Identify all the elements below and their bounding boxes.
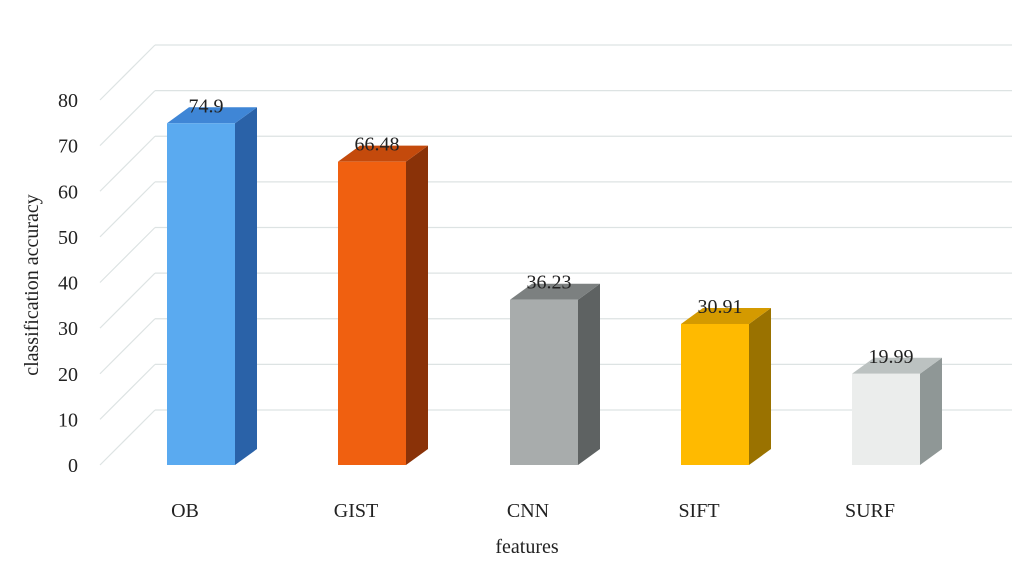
- data-label: 19.99: [869, 346, 914, 368]
- gridline-diagonal: [99, 363, 156, 420]
- bar-sift: [681, 307, 771, 465]
- bar-top: [510, 283, 600, 300]
- bar-ob: [167, 107, 257, 466]
- gridline-diagonal: [99, 135, 156, 192]
- x-axis-ticks: OB GIST CNN SIFT SURF: [171, 500, 895, 522]
- y-tick-label: 60: [58, 181, 78, 203]
- bar-top: [338, 145, 428, 162]
- gridline-diagonal: [99, 181, 156, 238]
- y-axis-ticks: 0 10 20 30 40 50 60 70 80: [58, 90, 78, 477]
- bar-surf: [852, 357, 942, 465]
- bar-gist: [338, 145, 428, 465]
- data-label: 66.48: [355, 134, 400, 156]
- bar-side: [749, 307, 771, 465]
- bar-side: [235, 107, 257, 466]
- gridline-diagonal: [99, 409, 156, 466]
- y-tick-label: 30: [58, 318, 78, 340]
- bar-top: [852, 357, 942, 374]
- x-tick-label: SURF: [845, 500, 895, 522]
- y-tick-label: 40: [58, 273, 78, 295]
- y-tick-label: 10: [58, 409, 78, 431]
- x-axis-label: features: [495, 536, 559, 558]
- gridline-diagonal: [99, 44, 156, 101]
- y-tick-label: 50: [58, 227, 78, 249]
- x-tick-label: OB: [171, 500, 199, 522]
- y-axis-label: classification accuracy: [21, 194, 43, 376]
- bar-front: [338, 161, 406, 465]
- data-label: 36.23: [527, 272, 572, 294]
- data-label: 74.9: [189, 95, 224, 117]
- y-tick-label: 20: [58, 364, 78, 386]
- x-tick-label: GIST: [334, 500, 378, 522]
- y-tick-label: 0: [68, 455, 78, 477]
- bar-front: [167, 123, 235, 466]
- bar-side: [406, 145, 428, 465]
- gridline-diagonal: [99, 90, 156, 147]
- bar-side: [920, 357, 942, 465]
- bar-front: [852, 373, 920, 465]
- x-tick-label: CNN: [507, 500, 549, 522]
- bar-cnn: [510, 283, 600, 465]
- bar-front: [681, 323, 749, 465]
- y-tick-label: 70: [58, 136, 78, 158]
- bar-top: [681, 307, 771, 324]
- bar-front: [510, 299, 578, 465]
- y-tick-label: 80: [58, 90, 78, 112]
- bar-side: [578, 283, 600, 465]
- x-tick-label: SIFT: [678, 500, 719, 522]
- gridline-diagonal: [99, 227, 156, 283]
- data-label: 30.91: [698, 296, 743, 318]
- bar-top: [167, 107, 257, 124]
- gridline-diagonal: [99, 272, 156, 329]
- gridline-diagonal: [99, 318, 156, 375]
- bars: 74.9 66.48 36.23 30.91 19.99: [167, 95, 942, 466]
